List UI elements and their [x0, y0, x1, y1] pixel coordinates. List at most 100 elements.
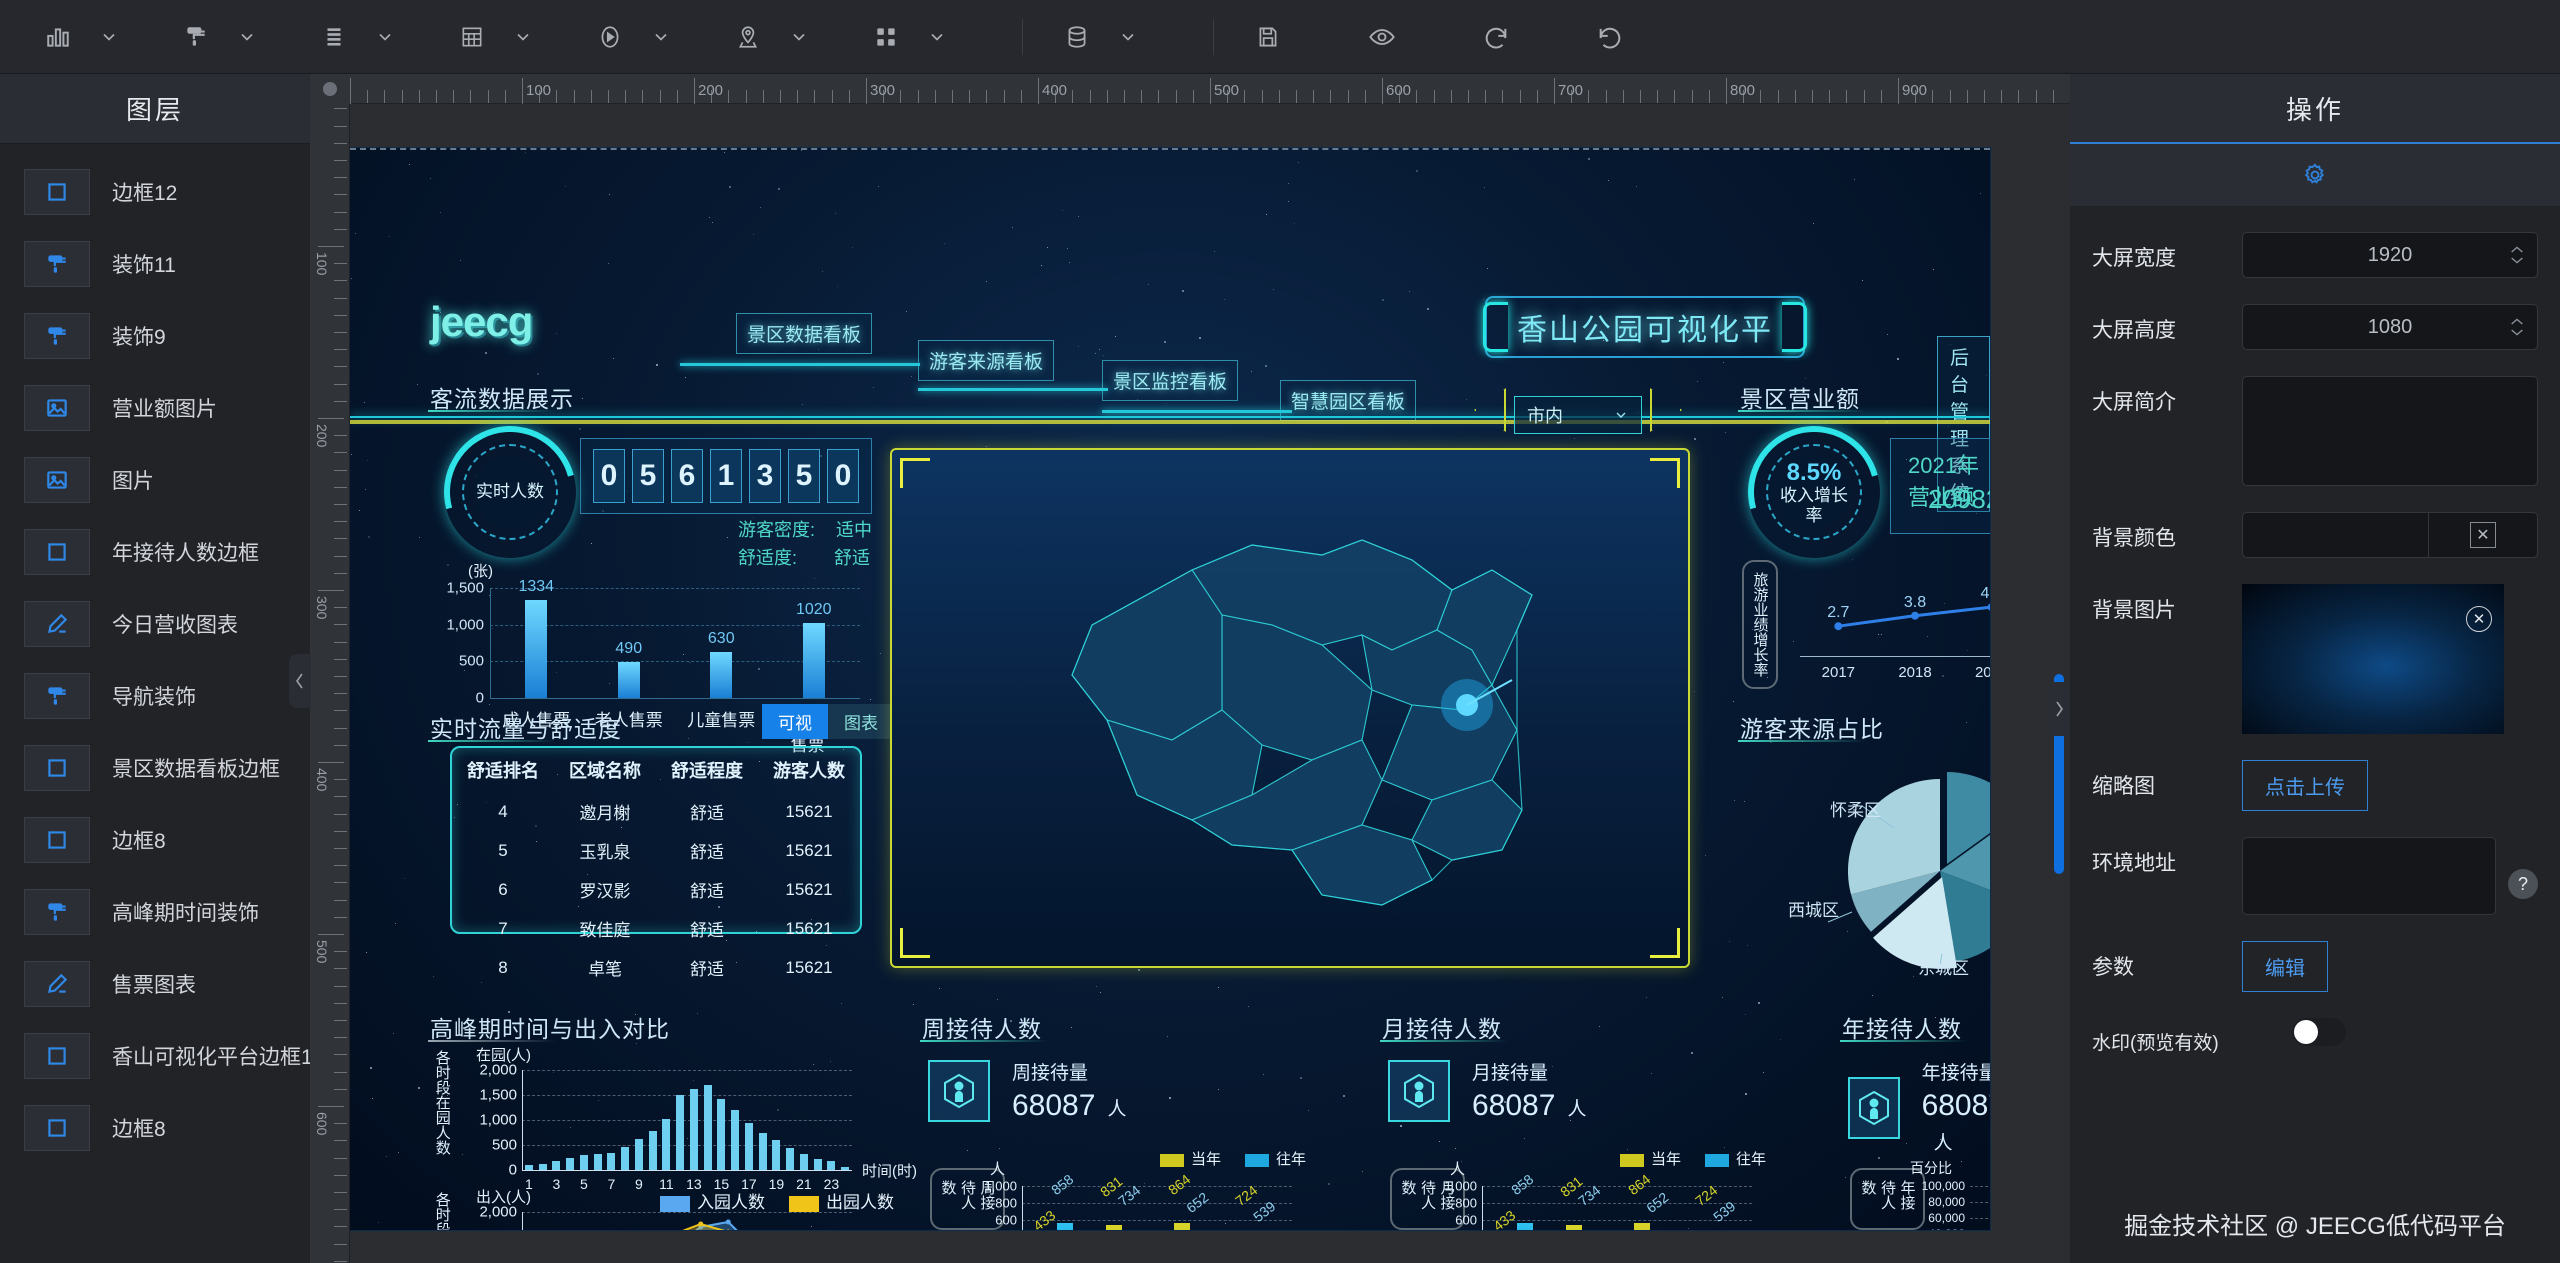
layer-item-3[interactable]: 营业额图片	[0, 372, 310, 444]
field-watermark: 水印(预览有效)	[2092, 1018, 2538, 1055]
layer-item-12[interactable]: 香山可视化平台边框12	[0, 1020, 310, 1092]
collapse-props-button[interactable]	[2048, 682, 2070, 736]
year-gridline	[1970, 1202, 1990, 1203]
growth-category: 2017	[1821, 664, 1856, 681]
layer-item-4[interactable]: 图片	[0, 444, 310, 516]
inpark-bar	[676, 1095, 685, 1170]
chevron-down-icon-decoration[interactable]	[224, 11, 270, 63]
layer-item-0[interactable]: 边框12	[0, 156, 310, 228]
layer-item-13[interactable]: 边框8	[0, 1092, 310, 1164]
layer-item-1[interactable]: 装饰11	[0, 228, 310, 300]
save-icon[interactable]	[1240, 11, 1296, 63]
toggle-watermark[interactable]	[2292, 1018, 2346, 1046]
inpark-bar	[841, 1166, 850, 1170]
nav-tab-2[interactable]: 景区监控看板	[1102, 360, 1239, 401]
inpark-ytick: 1,000	[479, 1111, 517, 1129]
layer-item-2[interactable]: 装饰9	[0, 300, 310, 372]
preview-eye-icon[interactable]	[1354, 11, 1410, 63]
help-icon-env-address[interactable]: ?	[2508, 869, 2538, 899]
chevron-down-icon-datasource[interactable]	[1105, 11, 1151, 63]
dashboard-board[interactable]: jeecg 景区数据看板 游客来源看板 景区监控看板 智慧园区看板 香山公园可视…	[350, 148, 1990, 1230]
grid-blocks-icon[interactable]	[858, 11, 914, 63]
layer-item-10[interactable]: 高峰期时间装饰	[0, 876, 310, 948]
ruler-h-label: 900	[1902, 82, 1928, 99]
input-screen-width[interactable]: 1920	[2242, 232, 2538, 278]
layer-item-6[interactable]: 今日营收图表	[0, 588, 310, 660]
region-select[interactable]: 市内	[1514, 396, 1642, 434]
redo-icon[interactable]	[1582, 11, 1638, 63]
table-row: 7 致佳庭 舒适 15621	[452, 909, 860, 948]
edit-params-button[interactable]: 编辑	[2242, 941, 2328, 992]
chevron-down-icon-media[interactable]	[638, 11, 684, 63]
nav-tab-1[interactable]: 游客来源看板	[918, 340, 1055, 381]
inpark-bar	[717, 1099, 726, 1170]
nav-tab-0[interactable]: 景区数据看板	[736, 313, 873, 354]
paint-roller-icon	[24, 889, 90, 935]
nav-tab-3[interactable]: 智慧园区看板	[1280, 380, 1417, 421]
toolbar-group-table	[444, 11, 546, 63]
layer-item-9[interactable]: 边框8	[0, 804, 310, 876]
input-screen-height[interactable]: 1080	[2242, 304, 2538, 350]
gear-icon[interactable]	[2302, 162, 2328, 188]
canvas-area[interactable]: 10020030040050060070080090010001100 1002…	[310, 74, 2070, 1263]
canvas-visibility-icon[interactable]	[323, 82, 337, 96]
growth-value: 4.7	[1980, 585, 1990, 603]
table-icon[interactable]	[444, 11, 500, 63]
undo-icon[interactable]	[1468, 11, 1524, 63]
chevron-down-icon-list[interactable]	[362, 11, 408, 63]
toggle-chart[interactable]: 图表	[828, 704, 894, 739]
layer-item-5[interactable]: 年接待人数边框	[0, 516, 310, 588]
paint-roller-icon[interactable]	[168, 11, 224, 63]
map-corner-tl	[900, 458, 930, 488]
chevron-down-icon-table[interactable]	[500, 11, 546, 63]
media-play-icon[interactable]	[582, 11, 638, 63]
list-icon[interactable]	[306, 11, 362, 63]
input-background-color[interactable]	[2242, 512, 2428, 558]
label-background-image: 背景图片	[2092, 599, 2176, 622]
comfort-value: 舒适	[834, 548, 871, 568]
ruler-v-label: 300	[314, 596, 330, 620]
bar-value: 652	[1642, 1188, 1672, 1216]
layers-panel: 图层 边框12 装饰11 装饰9 营业额图片 图片 年接待人数边框 今日营收图表 导航装饰 景区…	[0, 74, 311, 1263]
chevron-down-icon-map[interactable]	[776, 11, 822, 63]
textarea-screen-intro[interactable]	[2242, 376, 2538, 486]
canvas-stage[interactable]: jeecg 景区数据看板 游客来源看板 景区监控看板 智慧园区看板 香山公园可视…	[350, 104, 2070, 1263]
month-stat-card: 月接待量 68087 人	[1388, 1058, 1586, 1123]
stepper-screen-height[interactable]	[2509, 305, 2525, 349]
realtime-view-toggle[interactable]: 可视 图表	[762, 704, 894, 739]
image-icon	[24, 457, 90, 503]
inpark-bar	[552, 1160, 561, 1170]
layer-item-8[interactable]: 景区数据看板边框	[0, 732, 310, 804]
canvas-vertical-scrollbar[interactable]	[2054, 674, 2064, 874]
legend-label-exit: 出园人数	[826, 1193, 894, 1212]
board-brand-logo: jeecg	[430, 298, 533, 345]
toolbar-group-blocks	[858, 11, 960, 63]
growth-value: 3.8	[1903, 593, 1927, 611]
comfort-label: 舒适度:	[738, 548, 798, 568]
background-image-preview[interactable]: ✕	[2242, 584, 2504, 734]
ruler-v-label: 600	[314, 1112, 330, 1136]
stepper-screen-width[interactable]	[2509, 233, 2525, 277]
database-icon[interactable]	[1049, 11, 1105, 63]
remove-background-image-icon[interactable]: ✕	[2466, 606, 2492, 632]
china-map-panel[interactable]	[890, 448, 1690, 968]
layer-item-11[interactable]: 售票图表	[0, 948, 310, 1020]
legend-label-past-week: 往年	[1276, 1151, 1307, 1168]
chevron-down-icon-blocks[interactable]	[914, 11, 960, 63]
admin-system-button[interactable]: 后台管理系统	[1937, 336, 1990, 512]
collapse-layers-button[interactable]	[289, 654, 311, 708]
bar-chart-icon[interactable]	[30, 11, 86, 63]
toggle-visual[interactable]: 可视	[762, 704, 828, 739]
layer-item-7[interactable]: 导航装饰	[0, 660, 310, 732]
flow-panel-title: 客流数据展示	[430, 386, 574, 412]
digit-4: 3	[749, 449, 781, 503]
textarea-env-address[interactable]	[2242, 837, 2496, 915]
year-panel-title: 年接待人数	[1842, 1016, 1962, 1042]
ruler-h-label: 800	[1730, 82, 1756, 99]
chevron-down-icon-chart[interactable]	[86, 11, 132, 63]
map-pin-icon[interactable]	[720, 11, 776, 63]
legend-swatch-exit	[789, 1195, 819, 1212]
inpark-bar	[579, 1155, 588, 1170]
upload-thumbnail-button[interactable]: 点击上传	[2242, 760, 2368, 811]
clear-background-color-button[interactable]: ✕	[2428, 512, 2538, 558]
